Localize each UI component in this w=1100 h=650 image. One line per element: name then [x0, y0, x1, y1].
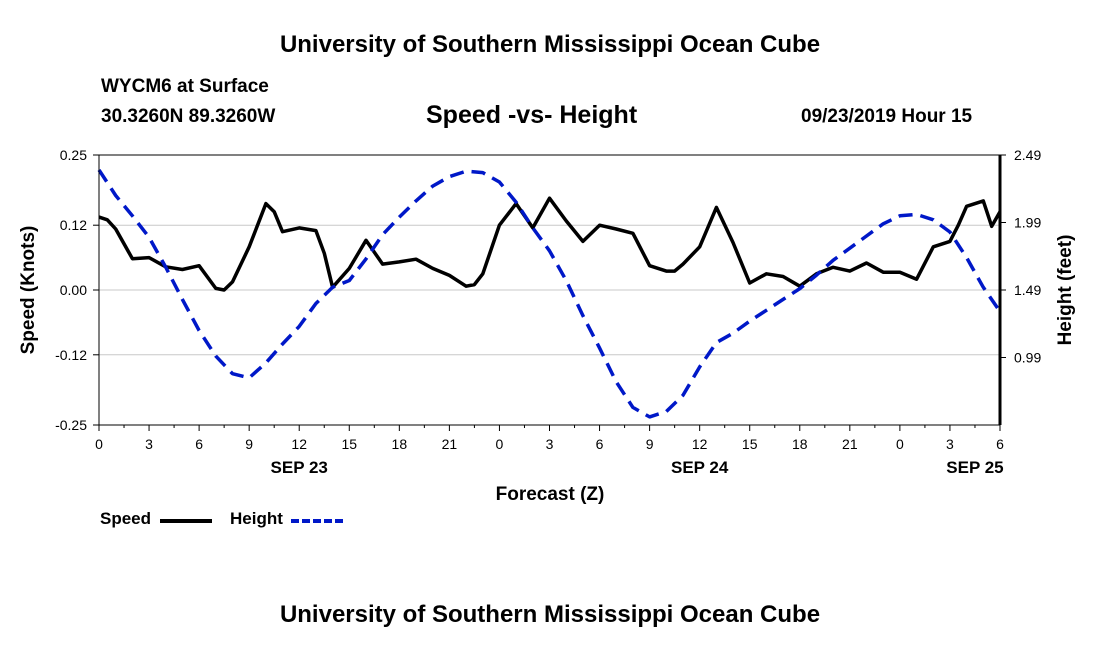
legend-height-line — [291, 519, 343, 523]
date-label: SEP 25 — [946, 458, 1003, 477]
date-label: SEP 23 — [271, 458, 328, 477]
x-tick-label: 18 — [392, 436, 408, 452]
y-right-tick-label: 1.49 — [1014, 282, 1041, 298]
x-tick-label: 6 — [996, 436, 1004, 452]
y-right-tick-label: 2.49 — [1014, 147, 1041, 163]
x-tick-label: 18 — [792, 436, 808, 452]
series-speed-line — [98, 196, 1002, 292]
datetime-label: 09/23/2019 Hour 15 — [801, 106, 973, 127]
y-left-tick-label: 0.25 — [60, 147, 87, 163]
x-axis-title: Forecast (Z) — [496, 484, 605, 505]
legend-speed-label: Speed — [100, 509, 152, 528]
x-tick-label: 0 — [896, 436, 904, 452]
y-right-tick-label: 1.99 — [1014, 215, 1041, 231]
page-title: University of Southern Mississippi Ocean… — [279, 31, 821, 58]
legend-height-label: Height — [230, 509, 283, 528]
x-tick-label: 21 — [842, 436, 858, 452]
x-tick-label: 6 — [195, 436, 203, 452]
x-tick-label: 15 — [341, 436, 357, 452]
y-left-axis-title: Speed (Knots) — [18, 226, 39, 355]
x-tick-label: 15 — [742, 436, 758, 452]
footer-title: University of Southern Mississippi Ocean… — [279, 601, 821, 628]
x-tick-label: 3 — [546, 436, 554, 452]
y-left-tick-label: -0.12 — [55, 347, 87, 363]
station-label: WYCM6 at Surface — [101, 76, 269, 97]
legend-speed-line — [160, 519, 212, 523]
y-left-tick-label: -0.25 — [55, 417, 87, 433]
x-tick-label: 3 — [145, 436, 153, 452]
series-height-line — [97, 168, 1002, 419]
x-tick-label: 3 — [946, 436, 954, 452]
x-tick-label: 12 — [291, 436, 307, 452]
x-tick-label: 9 — [646, 436, 654, 452]
x-tick-label: 21 — [442, 436, 458, 452]
y-left-tick-label: 0.00 — [60, 282, 87, 298]
coordinates-label: 30.3260N 89.3260W — [101, 106, 276, 127]
y-right-tick-label: 0.99 — [1014, 350, 1041, 366]
date-label: SEP 24 — [671, 458, 729, 477]
x-tick-label: 0 — [496, 436, 504, 452]
x-tick-label: 9 — [245, 436, 253, 452]
x-tick-label: 6 — [596, 436, 604, 452]
y-right-axis-title: Height (feet) — [1055, 235, 1076, 346]
y-left-tick-label: 0.12 — [60, 217, 87, 233]
plot-title: Speed -vs- Height — [426, 101, 638, 129]
x-tick-label: 0 — [95, 436, 103, 452]
x-tick-label: 12 — [692, 436, 708, 452]
